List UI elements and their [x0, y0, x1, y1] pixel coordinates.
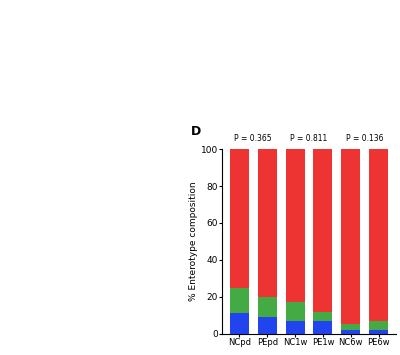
Text: P = 0.365: P = 0.365	[234, 133, 272, 143]
Bar	[258, 297, 277, 317]
Bar	[286, 149, 304, 302]
Bar	[314, 312, 332, 321]
Bar	[258, 149, 277, 297]
Bar	[369, 321, 388, 330]
Bar	[286, 302, 304, 321]
Bar	[258, 317, 277, 334]
Bar	[230, 149, 249, 288]
Bar	[341, 149, 360, 324]
Bar	[314, 149, 332, 312]
Bar	[286, 321, 304, 334]
Bar	[314, 321, 332, 334]
Bar	[341, 324, 360, 330]
Bar	[369, 149, 388, 321]
Text: P = 0.811: P = 0.811	[290, 133, 328, 143]
Bar	[230, 288, 249, 313]
Bar	[230, 313, 249, 334]
Text: D: D	[191, 125, 201, 138]
Bar	[341, 330, 360, 334]
Y-axis label: % Enterotype composition: % Enterotype composition	[189, 182, 198, 301]
Bar	[369, 330, 388, 334]
Text: P = 0.136: P = 0.136	[346, 133, 384, 143]
